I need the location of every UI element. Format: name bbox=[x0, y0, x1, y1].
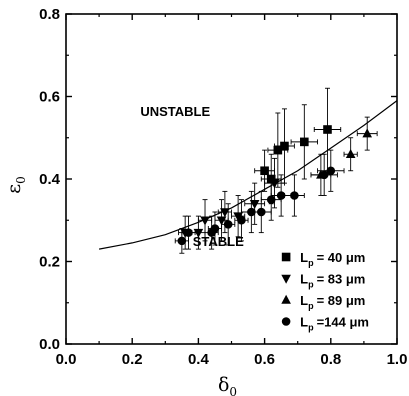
data-point-circle bbox=[223, 220, 233, 229]
data-point-triangle-up bbox=[345, 148, 356, 159]
data-point-circle bbox=[177, 236, 187, 246]
legend-symbol: L bbox=[300, 250, 308, 265]
legend-marker-circle bbox=[281, 317, 291, 326]
legend-value: = 83 μm bbox=[317, 272, 366, 287]
data-point-circle bbox=[290, 191, 299, 200]
data-point-triangle-down bbox=[233, 212, 243, 222]
x-tick-label: 0.6 bbox=[254, 351, 275, 368]
data-point-square bbox=[323, 125, 332, 134]
data-point-circle bbox=[256, 207, 266, 217]
x-tick-label: 1.0 bbox=[387, 351, 408, 368]
plot-marks bbox=[98, 87, 398, 254]
data-point-circle bbox=[184, 228, 193, 237]
y-axis-symbol: ε bbox=[3, 184, 25, 194]
y-tick-label: 0.2 bbox=[39, 254, 60, 271]
y-tick-label: 0.4 bbox=[39, 171, 61, 188]
legend-value: = 89 μm bbox=[317, 293, 366, 308]
legend-symbol: L bbox=[300, 293, 308, 308]
data-point-circle bbox=[276, 191, 286, 200]
legend-entry: Lp =144 μm bbox=[300, 315, 369, 333]
data-point-square bbox=[280, 141, 289, 151]
legend-marker-triangle-down bbox=[281, 274, 291, 284]
legend-symbol: L bbox=[300, 315, 308, 330]
data-point-circle bbox=[326, 166, 336, 176]
y-tick-label: 0.8 bbox=[39, 6, 60, 23]
legend-symbol: L bbox=[300, 272, 308, 287]
data-point-circle bbox=[237, 215, 246, 225]
x-axis-title: δ0 bbox=[218, 374, 237, 396]
data-point-circle bbox=[266, 195, 276, 204]
data-point-square bbox=[260, 166, 269, 176]
data-point-square bbox=[273, 145, 283, 155]
legend-marker-triangle-up bbox=[281, 294, 291, 304]
y-axis-title: ε0 bbox=[3, 176, 28, 193]
x-tick-label: 0.4 bbox=[188, 351, 210, 368]
stability-boundary-line bbox=[98, 100, 398, 250]
data-point-square bbox=[300, 137, 309, 147]
legend-subscript: p bbox=[308, 301, 314, 311]
data-point-triangle-down bbox=[220, 208, 230, 218]
legend-value: =144 μm bbox=[317, 315, 369, 330]
data-point-triangle-up bbox=[362, 128, 373, 138]
legend-value: = 40 μm bbox=[317, 250, 366, 265]
x-axis-symbol: δ bbox=[218, 374, 229, 396]
data-point-triangle-down bbox=[249, 199, 260, 210]
legend-marker-square bbox=[281, 252, 291, 262]
axis-labels: 0.0 0.2 0.4 0.6 0.8 1.00.00.20.40.60.8δ0ε0UNS… bbox=[3, 6, 407, 396]
legend-subscript: p bbox=[308, 258, 314, 268]
axis-ticks bbox=[65, 13, 398, 345]
region-label-unstable: UNSTABLE bbox=[140, 104, 210, 119]
y-tick-label: 0.0 bbox=[39, 336, 60, 353]
x-tick-label: 0.0 bbox=[56, 351, 77, 368]
y-tick-label: 0.6 bbox=[39, 89, 60, 106]
data-point-triangle-down bbox=[216, 216, 227, 226]
x-axis-subscript: 0 bbox=[229, 385, 237, 396]
legend-entry: Lp = 83 μm bbox=[300, 272, 365, 290]
x-tick-label: 0.8 bbox=[320, 351, 341, 368]
legend-subscript: p bbox=[308, 323, 314, 333]
legend-entry: Lp = 89 μm bbox=[300, 293, 365, 311]
data-point-triangle-down bbox=[193, 228, 204, 238]
legend-subscript: p bbox=[308, 280, 314, 290]
y-axis-subscript: 0 bbox=[14, 176, 28, 184]
x-tick-label: 0.2 bbox=[122, 351, 143, 368]
data-point-circle bbox=[319, 170, 329, 180]
data-point-circle bbox=[210, 224, 220, 233]
region-label-stable: STABLE bbox=[193, 234, 244, 249]
legend-entry: Lp = 40 μm bbox=[300, 250, 365, 268]
